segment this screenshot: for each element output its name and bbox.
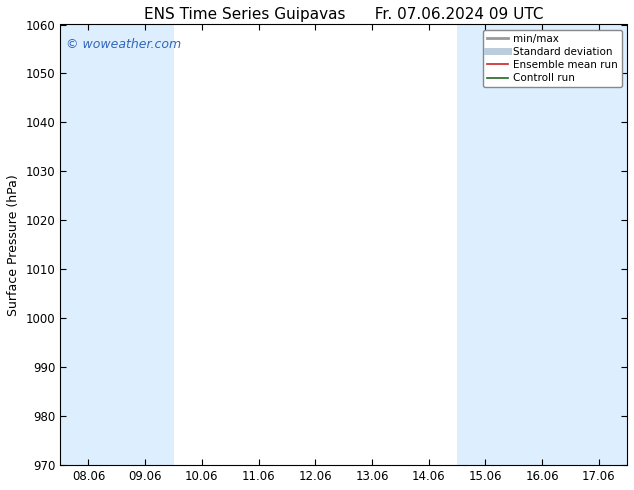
Legend: min/max, Standard deviation, Ensemble mean run, Controll run: min/max, Standard deviation, Ensemble me… bbox=[482, 30, 622, 87]
Title: ENS Time Series Guipavas      Fr. 07.06.2024 09 UTC: ENS Time Series Guipavas Fr. 07.06.2024 … bbox=[144, 7, 543, 22]
Bar bbox=[60, 24, 117, 465]
Bar bbox=[571, 24, 627, 465]
Y-axis label: Surface Pressure (hPa): Surface Pressure (hPa) bbox=[7, 174, 20, 316]
Bar bbox=[514, 24, 571, 465]
Bar bbox=[117, 24, 174, 465]
Text: © woweather.com: © woweather.com bbox=[66, 38, 181, 51]
Bar bbox=[457, 24, 514, 465]
